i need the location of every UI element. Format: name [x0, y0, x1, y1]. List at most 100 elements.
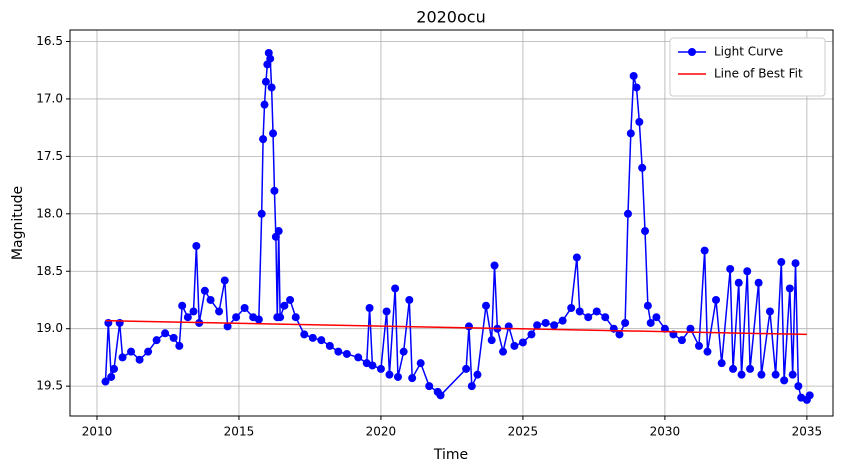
data-point: [260, 100, 269, 109]
data-point: [286, 295, 295, 304]
data-point: [144, 347, 153, 356]
data-point: [652, 313, 661, 322]
data-point: [632, 83, 641, 92]
data-point: [641, 227, 650, 236]
y-axis-label: Magnitude: [10, 186, 26, 260]
data-point: [175, 341, 184, 350]
data-point: [135, 355, 144, 364]
data-point: [215, 307, 224, 316]
x-axis-label: Time: [433, 447, 468, 463]
data-point: [805, 391, 814, 400]
data-point: [788, 370, 797, 379]
data-point: [473, 370, 482, 379]
data-point: [533, 321, 542, 330]
data-point: [317, 336, 326, 345]
data-point: [232, 313, 241, 322]
legend-label: Light Curve: [714, 45, 783, 59]
data-point: [325, 341, 334, 350]
data-point: [646, 318, 655, 327]
data-point: [765, 307, 774, 316]
data-point: [354, 353, 363, 362]
data-point: [270, 186, 279, 195]
data-point: [206, 295, 215, 304]
data-point: [399, 347, 408, 356]
y-tick-label: 19.5: [36, 379, 63, 393]
data-point: [734, 278, 743, 287]
data-point: [746, 364, 755, 373]
data-point: [558, 316, 567, 325]
legend-box: [669, 37, 826, 97]
data-point: [726, 264, 735, 273]
data-point: [660, 324, 669, 333]
y-tick-label: 17.0: [36, 91, 63, 105]
data-point: [694, 341, 703, 350]
data-point: [601, 313, 610, 322]
data-point: [609, 324, 618, 333]
series-line: [105, 319, 807, 336]
data-point: [385, 370, 394, 379]
data-point: [261, 77, 270, 86]
data-point: [467, 382, 476, 391]
data-point: [280, 301, 289, 310]
data-point: [334, 347, 343, 356]
data-point: [101, 377, 110, 386]
data-point: [487, 336, 496, 345]
data-point: [635, 117, 644, 126]
data-point: [717, 359, 726, 368]
data-point: [584, 313, 593, 322]
data-point: [785, 284, 794, 293]
data-point: [425, 382, 434, 391]
data-point: [127, 347, 136, 356]
data-point: [118, 353, 127, 362]
data-point: [754, 278, 763, 287]
y-tick-label: 17.5: [36, 149, 63, 163]
data-point: [541, 318, 550, 327]
data-point: [518, 338, 527, 347]
data-point: [567, 304, 576, 313]
data-point: [240, 304, 249, 313]
data-point: [269, 129, 278, 138]
data-point: [712, 295, 721, 304]
data-point: [436, 391, 445, 400]
data-point: [626, 129, 635, 138]
legend-marker: [688, 48, 696, 56]
data-point: [368, 361, 377, 370]
data-point: [629, 71, 638, 80]
data-point: [791, 259, 800, 268]
data-point: [220, 276, 229, 285]
x-tick-label: 2020: [366, 425, 397, 439]
data-point: [267, 83, 276, 92]
x-tick-label: 2015: [224, 425, 255, 439]
legend-label: Line of Best Fit: [714, 67, 803, 81]
data-point: [223, 322, 232, 331]
y-tick-label: 16.5: [36, 34, 63, 48]
data-point: [259, 135, 268, 144]
data-point: [183, 313, 192, 322]
data-point: [416, 359, 425, 368]
plot-frame: [69, 29, 834, 417]
data-point: [780, 376, 789, 385]
data-point: [703, 347, 712, 356]
data-point: [376, 364, 385, 373]
x-tick-label: 2035: [792, 425, 823, 439]
data-point: [677, 336, 686, 345]
data-point: [257, 209, 266, 218]
y-tick-label: 19.0: [36, 321, 63, 335]
data-point: [643, 301, 652, 310]
data-point: [592, 307, 601, 316]
data-point: [189, 307, 198, 316]
data-point: [499, 347, 508, 356]
data-point: [621, 318, 630, 327]
data-point: [575, 307, 584, 316]
x-tick-label: 2030: [650, 425, 681, 439]
data-point: [638, 163, 647, 172]
data-point: [794, 382, 803, 391]
data-point: [550, 321, 559, 330]
data-point: [462, 364, 471, 373]
data-point: [254, 315, 263, 324]
data-point: [757, 370, 766, 379]
data-point: [382, 307, 391, 316]
data-point: [266, 54, 275, 63]
data-point: [391, 284, 400, 293]
